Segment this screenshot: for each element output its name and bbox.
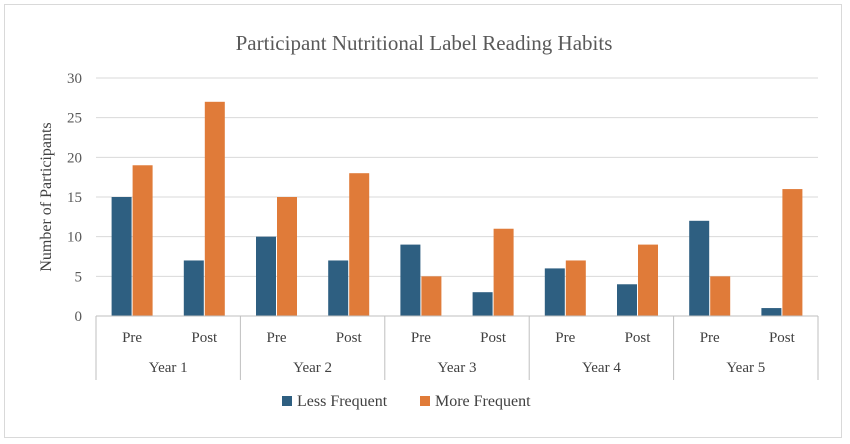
x-subcategory-label: Pre <box>700 330 720 346</box>
x-group-label: Year 4 <box>582 360 621 376</box>
bar-more-frequent <box>349 173 370 316</box>
x-subcategory-label: Pre <box>411 330 431 346</box>
y-axis-title: Number of Participants <box>38 122 55 271</box>
y-tick-label: 10 <box>67 230 82 246</box>
legend-label-less-frequent: Less Frequent <box>297 393 388 410</box>
y-tick-label: 5 <box>75 269 83 285</box>
x-subcategory-label: Post <box>769 330 796 346</box>
bar-more-frequent <box>782 189 803 316</box>
bar-more-frequent <box>638 244 658 316</box>
bar-more-frequent <box>204 101 225 316</box>
bar-less-frequent <box>761 308 782 316</box>
gridlines <box>96 77 818 277</box>
legend-label-more-frequent: More Frequent <box>435 393 531 410</box>
bar-less-frequent <box>544 268 565 316</box>
legend-swatch-more-frequent <box>420 396 430 406</box>
x-group-label: Year 2 <box>293 360 332 376</box>
bar-more-frequent <box>565 260 586 316</box>
x-axis: 0 5 10 15 20 25 30 Pre Post Pre Post Pre Post Pre Post… <box>67 71 819 380</box>
chart-title: Participant Nutritional Label Reading Ha… <box>236 31 613 55</box>
x-subcategory-label: Post <box>625 330 652 346</box>
x-subcategory-label: Pre <box>122 330 142 346</box>
bar-less-frequent <box>183 260 204 316</box>
bar-less-frequent <box>256 236 276 316</box>
bar-less-frequent <box>617 284 637 316</box>
bar-more-frequent <box>132 165 153 316</box>
bar-more-frequent <box>493 228 514 316</box>
x-group-label: Year 1 <box>149 360 188 376</box>
bar-less-frequent <box>111 197 132 316</box>
legend: Less Frequent More Frequent <box>282 393 531 410</box>
x-group-label: Year 5 <box>726 360 765 376</box>
x-subcategory-label: Post <box>191 330 218 346</box>
legend-swatch-less-frequent <box>282 396 292 406</box>
x-group-label: Year 3 <box>438 360 477 376</box>
x-subcategory-label: Post <box>336 330 363 346</box>
bar-less-frequent <box>328 260 349 316</box>
bars <box>111 101 803 316</box>
x-subcategory-label: Post <box>480 330 507 346</box>
y-tick-label: 30 <box>67 71 82 87</box>
y-tick-label: 0 <box>75 309 83 325</box>
x-subcategory-label: Pre <box>267 330 287 346</box>
bar-more-frequent <box>277 197 297 316</box>
y-tick-label: 25 <box>67 111 82 127</box>
y-tick-label: 20 <box>67 150 82 166</box>
y-tick-label: 15 <box>67 190 82 206</box>
bar-more-frequent <box>421 276 442 316</box>
bar-less-frequent <box>400 244 421 316</box>
bar-less-frequent <box>472 292 493 316</box>
bar-more-frequent <box>710 276 731 316</box>
bar-less-frequent <box>689 220 710 316</box>
x-subcategory-label: Pre <box>555 330 575 346</box>
